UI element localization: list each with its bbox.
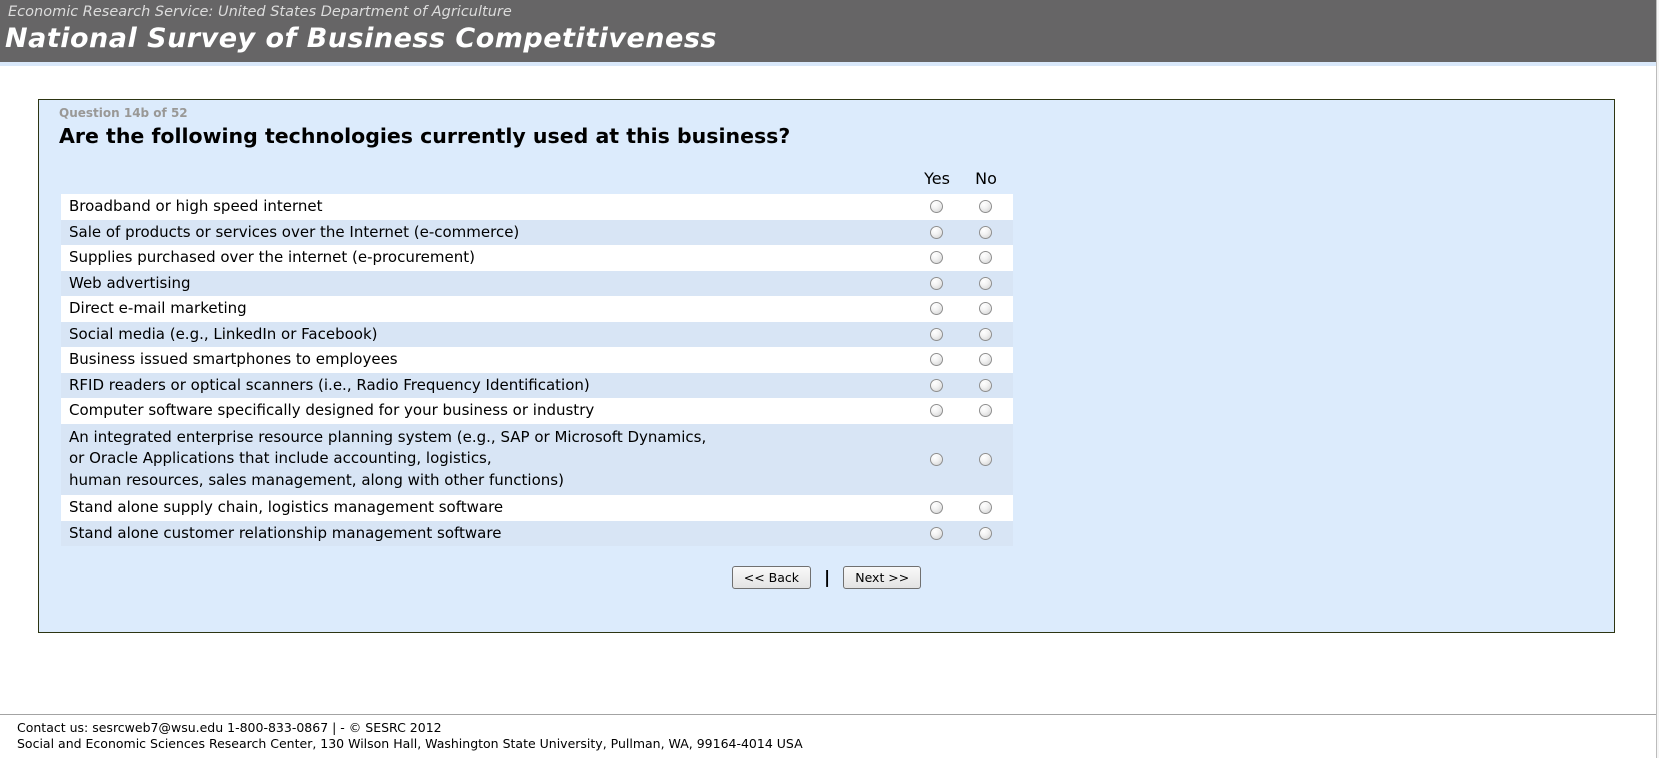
technology-row: Stand alone customer relationship manage… bbox=[61, 520, 1013, 546]
footer-address-line: Social and Economic Sciences Research Ce… bbox=[17, 735, 803, 751]
yes-radio[interactable] bbox=[930, 452, 943, 466]
no-radio[interactable] bbox=[979, 452, 992, 466]
yes-radio[interactable] bbox=[930, 404, 943, 418]
technology-label: Web advertising bbox=[69, 273, 191, 292]
technology-label: Broadband or high speed internet bbox=[69, 197, 323, 215]
question-panel: Question 14b of 52 Are the following tec… bbox=[38, 99, 1615, 633]
column-header-yes: Yes bbox=[924, 169, 950, 188]
technology-label: Business issued smartphones to employees bbox=[69, 350, 398, 368]
no-radio[interactable] bbox=[979, 501, 992, 515]
yes-radio[interactable] bbox=[930, 327, 943, 341]
no-radio[interactable] bbox=[979, 526, 992, 540]
no-radio[interactable] bbox=[979, 200, 992, 214]
technology-row: Stand alone supply chain, logistics mana… bbox=[61, 495, 1013, 521]
yes-radio[interactable] bbox=[930, 501, 943, 515]
no-radio[interactable] bbox=[979, 327, 992, 341]
technology-row: Broadband or high speed internet bbox=[61, 194, 1013, 220]
technology-label: Stand alone customer relationship manage… bbox=[69, 523, 502, 542]
header-accent-line bbox=[0, 62, 1656, 66]
no-radio[interactable] bbox=[979, 404, 992, 418]
no-radio[interactable] bbox=[979, 225, 992, 239]
no-radio[interactable] bbox=[979, 251, 992, 265]
technology-label: Computer software specifically designed … bbox=[69, 401, 595, 419]
yes-radio[interactable] bbox=[930, 378, 943, 392]
technology-label: Supplies purchased over the internet (e-… bbox=[69, 248, 475, 266]
survey-title: National Survey of Business Competitiven… bbox=[5, 23, 717, 54]
no-radio[interactable] bbox=[979, 353, 992, 367]
scrollbar-gutter bbox=[1656, 0, 1659, 758]
technology-label: RFID readers or optical scanners (i.e., … bbox=[69, 375, 590, 394]
no-radio[interactable] bbox=[979, 276, 992, 290]
page-footer: Contact us: sesrcweb7@wsu.edu 1-800-833-… bbox=[0, 714, 1659, 751]
technology-label: Sale of products or services over the In… bbox=[69, 222, 520, 241]
column-header-no: No bbox=[975, 169, 997, 188]
yes-radio[interactable] bbox=[930, 225, 943, 239]
no-radio[interactable] bbox=[979, 378, 992, 392]
technology-label: An integrated enterprise resource planni… bbox=[69, 427, 707, 489]
technology-row: Social media (e.g., LinkedIn or Facebook… bbox=[61, 321, 1013, 347]
technology-label: Social media (e.g., LinkedIn or Facebook… bbox=[69, 324, 378, 343]
technology-row: Direct e-mail marketing bbox=[61, 296, 1013, 322]
technology-label: Direct e-mail marketing bbox=[69, 299, 247, 317]
technology-row: Sale of products or services over the In… bbox=[61, 219, 1013, 245]
footer-contact-line: Contact us: sesrcweb7@wsu.edu 1-800-833-… bbox=[17, 720, 442, 735]
yes-radio[interactable] bbox=[930, 251, 943, 265]
technology-row: Computer software specifically designed … bbox=[61, 398, 1013, 424]
technology-row: Web advertising bbox=[61, 270, 1013, 296]
next-button[interactable]: Next >> bbox=[843, 566, 922, 589]
yes-radio[interactable] bbox=[930, 200, 943, 214]
no-radio[interactable] bbox=[979, 302, 992, 316]
technology-list: Broadband or high speed internet Sale of… bbox=[61, 194, 1013, 546]
agency-subtitle: Economic Research Service: United States… bbox=[8, 4, 512, 20]
yes-radio[interactable] bbox=[930, 353, 943, 367]
question-progress: Question 14b of 52 bbox=[59, 106, 188, 120]
technology-row: Supplies purchased over the internet (e-… bbox=[61, 245, 1013, 271]
technology-row: RFID readers or optical scanners (i.e., … bbox=[61, 372, 1013, 398]
button-separator: | bbox=[824, 567, 831, 588]
navigation-buttons: << Back | Next >> bbox=[39, 566, 1614, 589]
yes-radio[interactable] bbox=[930, 302, 943, 316]
technology-label: Stand alone supply chain, logistics mana… bbox=[69, 498, 504, 516]
yes-radio[interactable] bbox=[930, 276, 943, 290]
yes-radio[interactable] bbox=[930, 526, 943, 540]
technology-row: An integrated enterprise resource planni… bbox=[61, 423, 1013, 495]
question-title: Are the following technologies currently… bbox=[59, 124, 791, 148]
header-banner: Economic Research Service: United States… bbox=[0, 0, 1656, 62]
technology-row: Business issued smartphones to employees bbox=[61, 347, 1013, 373]
back-button[interactable]: << Back bbox=[731, 566, 811, 589]
